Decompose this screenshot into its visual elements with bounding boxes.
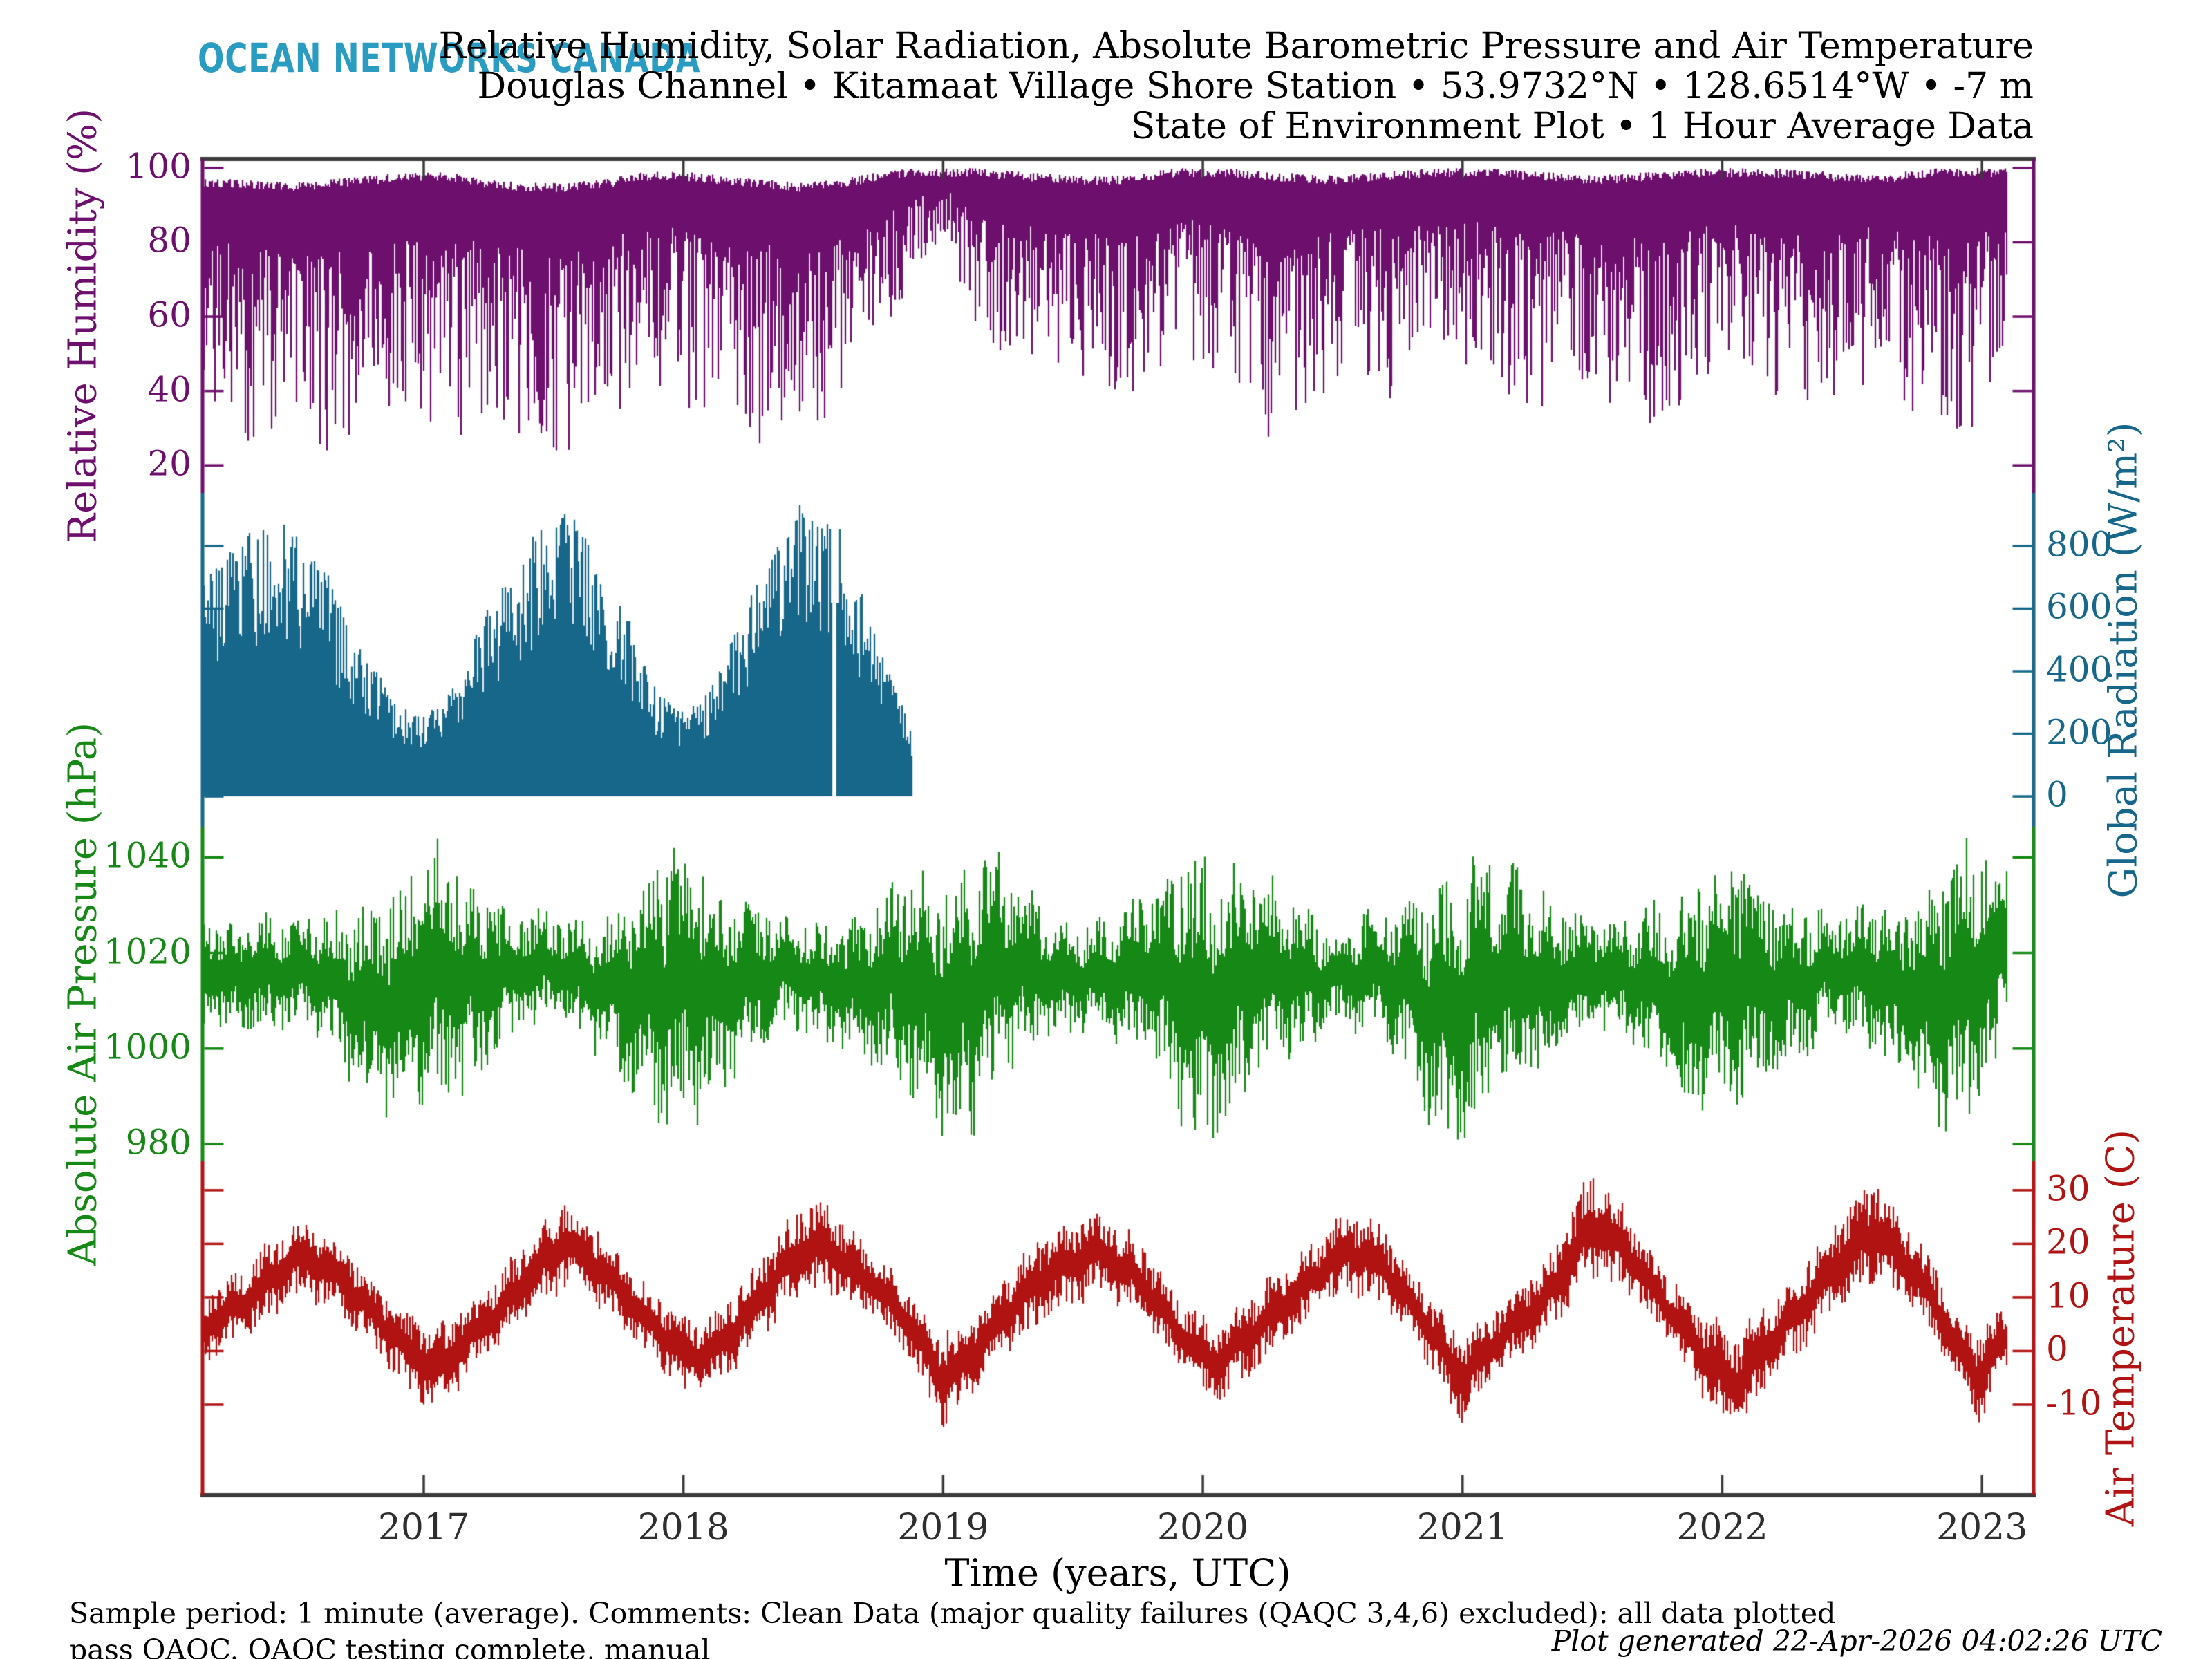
plot-generated-timestamp: Plot generated 22-Apr-2026 04:02:26 UTC — [1551, 1624, 2162, 1658]
relative_humidity-tick-label: 60 — [147, 294, 191, 335]
footer-comments: Sample period: 1 minute (average). Comme… — [69, 1595, 1839, 1659]
x-tick-label-2023: 2023 — [1936, 1507, 2028, 1548]
y-axis-title-air-temperature: Air Temperature (C) — [2098, 1129, 2144, 1527]
x-tick-label-2017: 2017 — [377, 1507, 470, 1548]
ocean-networks-canada-logo: OCEAN NETWORKS CANADA — [198, 35, 701, 82]
x-tick-label-2021: 2021 — [1416, 1507, 1508, 1548]
absolute_air_pressure-tick-label: 1000 — [103, 1027, 191, 1067]
air_temperature-tick-label: -10 — [2046, 1382, 2102, 1423]
x-tick-label-2022: 2022 — [1676, 1507, 1768, 1548]
global_radiation-tick-label: 0 — [2046, 774, 2068, 815]
air_temperature-tick-label: 0 — [2046, 1329, 2068, 1370]
title-line-2: Douglas Channel • Kitamaat Village Shore… — [477, 66, 2034, 108]
relative_humidity-tick-label: 40 — [147, 369, 191, 410]
air_temperature-tick-label: 30 — [2046, 1168, 2090, 1209]
x-tick-label-2020: 2020 — [1156, 1507, 1249, 1548]
global_radiation-tick-label: 800 — [2046, 524, 2112, 565]
x-tick-label-2018: 2018 — [637, 1507, 729, 1548]
relative_humidity-tick-label: 100 — [125, 146, 191, 187]
x-tick-label-2019: 2019 — [897, 1507, 989, 1548]
y-axis-title-air-pressure: Absolute Air Pressure (hPa) — [60, 722, 106, 1266]
global_radiation-tick-label: 200 — [2046, 712, 2112, 753]
relative_humidity-tick-label: 80 — [147, 221, 191, 261]
absolute_air_pressure-tick-label: 1040 — [103, 835, 191, 876]
plot-title: Relative Humidity, Solar Radiation, Abso… — [439, 26, 2034, 147]
x-axis-title: Time (years, UTC) — [944, 1551, 1291, 1595]
air_temperature-tick-label: 20 — [2046, 1222, 2090, 1263]
air_temperature-tick-label: 10 — [2046, 1275, 2090, 1316]
global_radiation-tick-label: 600 — [2046, 587, 2112, 628]
title-line-3: State of Environment Plot • 1 Hour Avera… — [1130, 106, 2034, 148]
global_radiation-tick-label: 400 — [2046, 649, 2112, 690]
absolute_air_pressure-tick-label: 980 — [125, 1122, 191, 1163]
footer-line-1: Sample period: 1 minute (average). Comme… — [69, 1597, 1836, 1659]
relative_humidity-tick-label: 20 — [147, 443, 191, 484]
absolute_air_pressure-tick-label: 1020 — [103, 931, 191, 972]
title-line-1: Relative Humidity, Solar Radiation, Abso… — [438, 26, 2034, 67]
